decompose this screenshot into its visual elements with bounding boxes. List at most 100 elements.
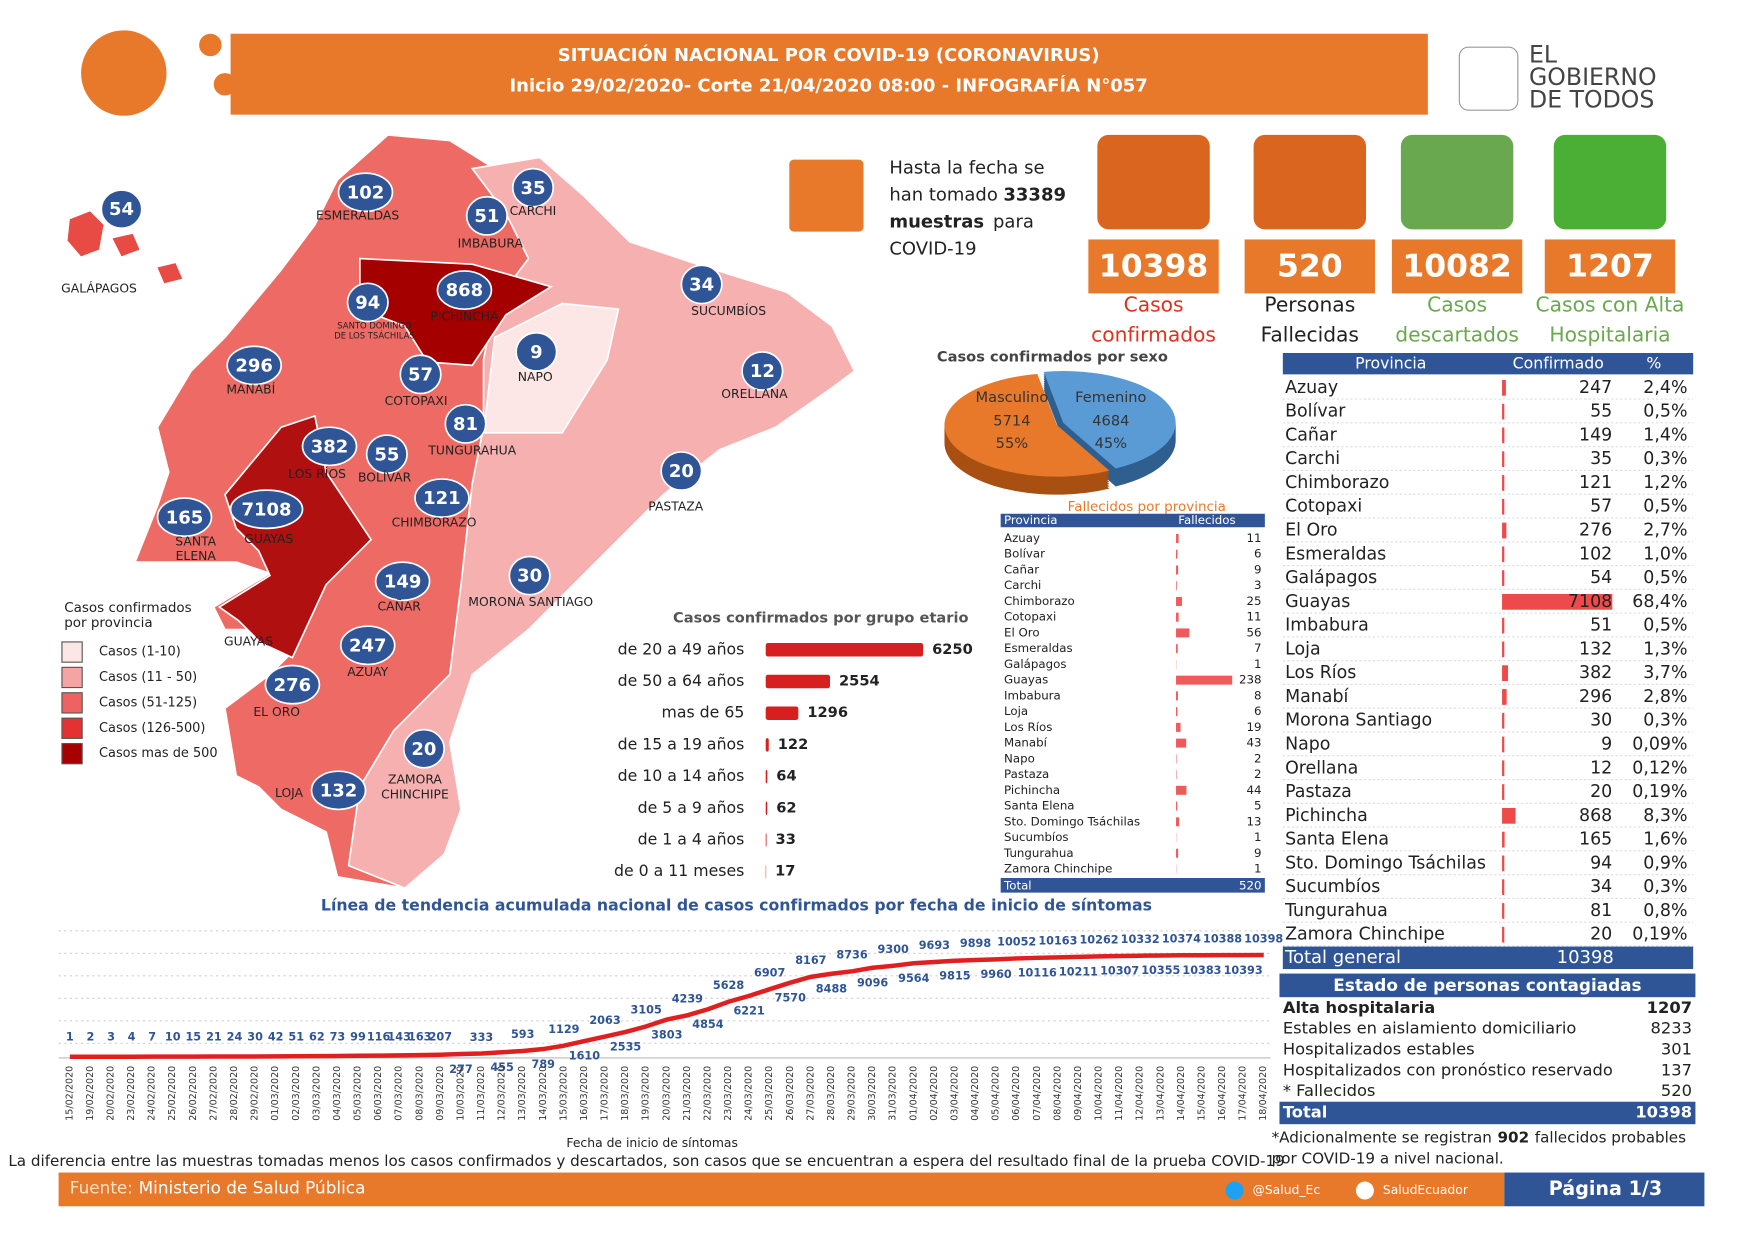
kpi-label: Casos [1124,292,1184,316]
deaths-value: 2 [1254,767,1262,781]
province-value-cell: 247 [1579,378,1612,398]
x-tick-label: 02/03/2020 [291,1066,302,1121]
province-name: SUCUMBÍOS [691,303,766,318]
province-bar [1502,807,1516,824]
province-pct-cell: 1,0% [1643,544,1687,564]
x-tick-label: 15/04/2020 [1196,1066,1207,1121]
age-label: de 5 a 9 años [638,798,745,817]
province-value: 382 [311,436,349,457]
x-tick-label: 28/02/2020 [229,1066,240,1121]
x-tick-label: 03/03/2020 [311,1066,322,1121]
province-value-cell: 81 [1590,901,1612,921]
deaths-province: Sucumbíos [1004,830,1069,844]
x-tick-label: 16/04/2020 [1217,1066,1228,1121]
deaths-province: Bolívar [1004,547,1045,561]
province-bar [1502,641,1505,658]
province-name: MORONA SANTIAGO [468,595,593,609]
deaths-value: 13 [1246,814,1261,828]
trend-value-label: 10398 [1244,932,1283,945]
x-tick-label: 26/02/2020 [188,1066,199,1121]
deaths-bar [1176,581,1177,591]
province-name: SANTA [175,534,216,548]
province-bubble [436,270,493,310]
province-name: GUAYAS [224,634,273,648]
x-tick-label: 18/03/2020 [620,1066,631,1121]
kpi-icon [1253,134,1367,230]
x-tick-label: 21/03/2020 [682,1066,693,1121]
province-bar [1502,760,1505,777]
trend-value-label: 73 [330,1031,346,1044]
province-value: 7108 [242,499,292,520]
deaths-province: Carchi [1004,578,1041,592]
province-pct-cell: 0,12% [1632,758,1687,778]
trend-value-label: 8488 [816,982,847,995]
province-value: 20 [411,739,436,760]
deaths-province: Napo [1004,751,1035,765]
legend-label: Casos (1-10) [99,645,181,660]
province-name: GUAYAS [244,532,293,546]
map-region-guayas [217,414,373,659]
province-bar [1502,736,1505,753]
trend-value-label: 15 [186,1031,202,1044]
deaths-bar [1176,596,1182,606]
x-tick-label: 09/03/2020 [435,1066,446,1121]
province-value: 35 [520,178,545,199]
kpi-icon [1400,134,1514,230]
footer-page: Página 1/3 [1549,1177,1662,1200]
deaths-province: Cotopaxi [1004,610,1056,624]
trend-value-label: 5628 [713,979,744,992]
province-bubble [346,282,389,323]
trend-value-label: 51 [288,1031,304,1044]
samples-text: COVID-19 [889,239,976,260]
map-galapagos [67,211,104,257]
deaths-bar [1176,549,1178,559]
kpi-value: 1207 [1566,249,1654,285]
province-bar [1502,379,1506,396]
kpi-value: 10398 [1099,249,1208,285]
province-name: AZUAY [347,665,388,679]
province-bubble [680,264,723,305]
province-value-cell: 20 [1590,925,1612,945]
trend-value-label: 8167 [795,954,826,967]
map-galapagos [112,233,140,257]
province-value-cell: 121 [1579,473,1612,493]
province-value: 94 [355,293,380,314]
status-header [1279,973,1696,998]
province-pct-cell: 1,3% [1643,639,1687,659]
pie-label: Femenino [1075,389,1146,406]
province-bubble [444,403,487,444]
trend-value-label: 10262 [1080,934,1119,947]
footer-bar [58,1172,1505,1207]
province-value-cell: 54 [1590,568,1612,588]
age-bar [765,674,831,689]
province-name: ORELLANA [721,387,788,401]
province-bar [1502,617,1505,634]
province-bubble [339,625,396,666]
trend-value-label: 3 [107,1031,115,1044]
province-value-cell: 165 [1579,830,1612,850]
status-label: * Fallecidos [1283,1081,1376,1100]
deaths-bar [1176,801,1178,811]
virus [81,30,167,116]
province-bar [1502,831,1505,848]
x-tick-label: 22/03/2020 [702,1066,713,1121]
province-value-cell: 34 [1590,877,1612,897]
x-tick-label: 17/03/2020 [600,1066,611,1121]
status-value: 137 [1661,1060,1692,1079]
province-bubble [660,451,703,491]
trend-value-label: 143 [387,1031,410,1044]
province-bar [1502,427,1505,444]
province-bubble [310,770,367,811]
deaths-bar [1176,675,1233,685]
trend-value-label: 10383 [1182,964,1221,977]
age-label: de 50 a 64 años [618,671,745,690]
trend-value-label: 1 [66,1031,74,1044]
trend-value-label: 163 [408,1031,431,1044]
province-bubble [741,351,784,391]
province-pct-cell: 1,2% [1643,473,1687,493]
kpi-box [1391,239,1523,294]
age-value: 6250 [932,641,973,658]
deaths-province: El Oro [1004,625,1040,639]
deaths-bar [1176,848,1179,858]
age-value: 17 [775,863,795,880]
